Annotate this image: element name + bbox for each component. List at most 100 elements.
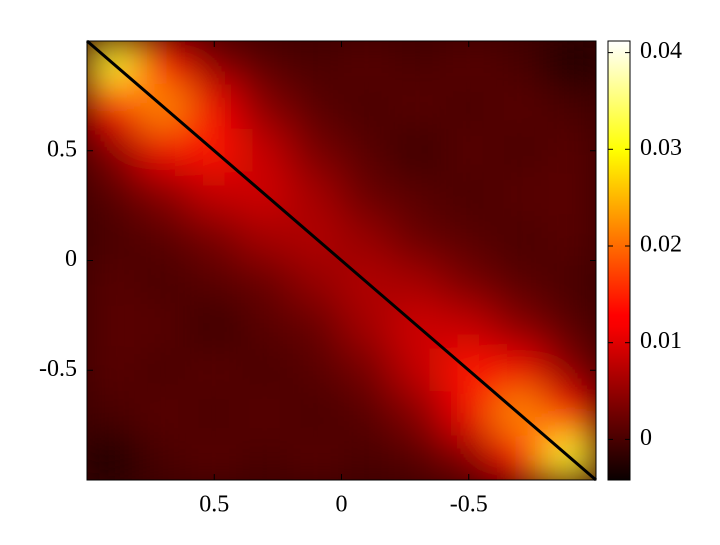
heatmap-cell (493, 128, 546, 174)
heatmap-cell (87, 216, 139, 261)
heatmap-cell (137, 303, 190, 349)
heatmap-cell (493, 435, 546, 480)
heatmap-cell (290, 41, 342, 86)
heatmap-cell (239, 260, 292, 305)
heatmap-cell (87, 391, 139, 437)
y-tick-label: 0 (65, 246, 77, 272)
colorbar (607, 40, 631, 481)
heatmap-cell (188, 391, 241, 437)
heatmap-cell (442, 128, 495, 174)
heatmap-cell (137, 260, 190, 305)
diagonal-line (86, 39, 597, 482)
heatmap-cell (341, 435, 393, 480)
colorbar-tick-label: 0.03 (640, 135, 682, 161)
heatmap-cell (544, 303, 596, 349)
heatmap-cell (188, 260, 241, 305)
heatmap-cell (290, 347, 342, 393)
heatmap-cell (544, 347, 596, 393)
heatmap-cell (87, 303, 139, 349)
heatmap-cell (137, 216, 190, 261)
heatmap-cell (493, 84, 546, 130)
heatmap-cell (341, 303, 393, 349)
heatmap-cell (87, 435, 139, 480)
heatmap-cell (341, 41, 393, 86)
heatmap-cell (391, 41, 444, 86)
heatmap-cell (290, 128, 342, 174)
heatmap-cell (391, 260, 444, 305)
heatmap-cell (391, 435, 444, 480)
heatmap-cell (442, 391, 495, 437)
x-tick-label: -0.5 (450, 492, 488, 518)
heatmap-cell (391, 216, 444, 261)
heatmap-cell (493, 303, 546, 349)
heatmap-cell (544, 128, 596, 174)
heatmap-cell (137, 172, 190, 218)
heatmap-cell (493, 41, 546, 86)
heatmap-cell (137, 41, 190, 86)
colorbar-tick-label: 0.02 (640, 231, 682, 257)
heatmap-cell (87, 128, 139, 174)
y-tick-label: -0.5 (39, 356, 77, 382)
heatmap-cell (188, 216, 241, 261)
heatmap-cell (391, 391, 444, 437)
heatmap-cell (137, 128, 190, 174)
heatmap-cell (188, 172, 241, 218)
heatmap-cell (239, 303, 292, 349)
heatmap-cell (137, 391, 190, 437)
colorbar-tick-label: 0.04 (640, 38, 682, 64)
heatmap-cell (442, 172, 495, 218)
heatmap-cell (239, 128, 292, 174)
heatmap-cell (188, 435, 241, 480)
heatmap-cell (544, 172, 596, 218)
heatmap-cell (544, 216, 596, 261)
heatmap-cell (391, 84, 444, 130)
heatmap-cell (188, 84, 241, 130)
heatmap-cell (239, 347, 292, 393)
heatmap-cell (442, 435, 495, 480)
heatmap-cell (239, 391, 292, 437)
heatmap-cell (544, 260, 596, 305)
heatmap-cell (239, 41, 292, 86)
y-tick-label: 0.5 (47, 136, 77, 162)
heatmap-cell (239, 84, 292, 130)
heatmap-cell (188, 303, 241, 349)
heatmap-cell (493, 216, 546, 261)
heatmap-cell (341, 347, 393, 393)
heatmap-cell (341, 128, 393, 174)
heatmap-cell (87, 172, 139, 218)
heatmap-cell (341, 216, 393, 261)
heatmap-cell (290, 303, 342, 349)
heatmap-cell (341, 172, 393, 218)
heatmap-cell (442, 216, 495, 261)
heatmap-cell (290, 172, 342, 218)
heatmap-cell (442, 303, 495, 349)
heatmap-cell (544, 41, 596, 86)
x-tick-label: 0.5 (199, 492, 229, 518)
heatmap-cell (188, 41, 241, 86)
heatmap-cell (544, 391, 596, 437)
heatmap-cell (493, 347, 546, 393)
heatmap-cell (188, 347, 241, 393)
heatmap-cell (391, 128, 444, 174)
heatmap-cell (290, 435, 342, 480)
heatmap-cell (87, 84, 139, 130)
heatmap-cell (290, 260, 342, 305)
heatmap-cell (137, 435, 190, 480)
heatmap-cell (290, 391, 342, 437)
heatmap-cell (493, 260, 546, 305)
heatmap-cell (341, 84, 393, 130)
x-tick-label: 0 (336, 492, 348, 518)
heatmap-cell (341, 391, 393, 437)
heatmap-cell (290, 84, 342, 130)
heatmap-cell (87, 260, 139, 305)
heatmap-cell (239, 435, 292, 480)
heatmap-cell (239, 216, 292, 261)
heatmap-cell (442, 84, 495, 130)
colorbar-tick-label: 0 (640, 425, 652, 451)
colorbar-tick-label: 0.01 (640, 328, 682, 354)
heatmap-cell (87, 347, 139, 393)
heatmap-cell (391, 347, 444, 393)
heatmap-cell (442, 41, 495, 86)
heatmap-cell (493, 172, 546, 218)
